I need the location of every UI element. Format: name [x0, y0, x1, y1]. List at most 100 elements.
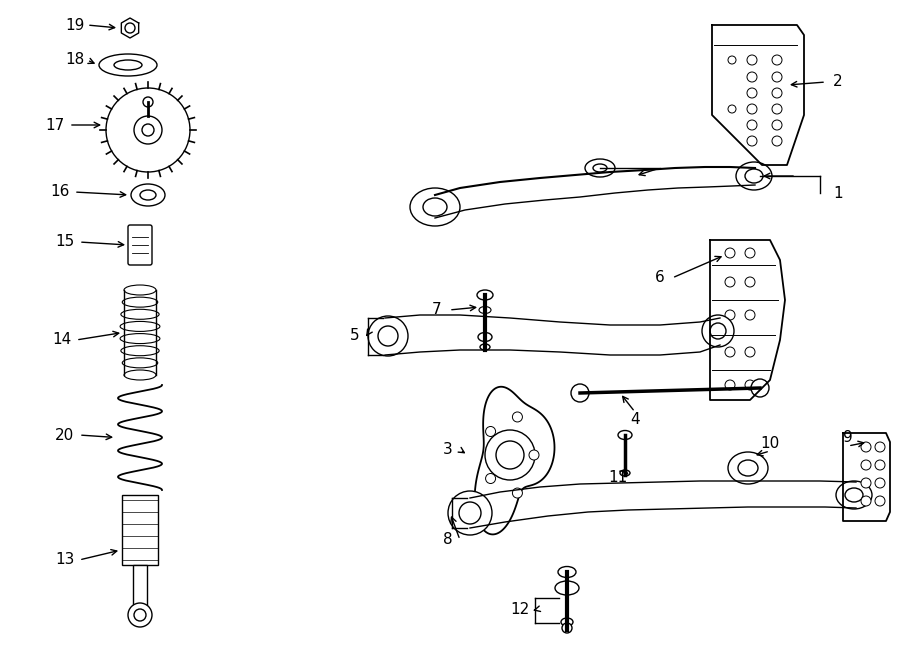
Text: 4: 4	[630, 412, 640, 428]
Circle shape	[747, 120, 757, 130]
Ellipse shape	[120, 321, 160, 331]
Circle shape	[747, 55, 757, 65]
Circle shape	[745, 310, 755, 320]
Text: 8: 8	[443, 533, 453, 547]
Circle shape	[728, 105, 736, 113]
Circle shape	[128, 603, 152, 627]
Ellipse shape	[561, 618, 573, 626]
Circle shape	[486, 473, 496, 483]
Text: 16: 16	[50, 184, 69, 200]
Circle shape	[725, 248, 735, 258]
Ellipse shape	[620, 470, 630, 476]
Circle shape	[745, 380, 755, 390]
Circle shape	[142, 124, 154, 136]
Circle shape	[875, 478, 885, 488]
Ellipse shape	[480, 344, 490, 350]
Circle shape	[745, 248, 755, 258]
Ellipse shape	[479, 307, 491, 313]
Ellipse shape	[593, 164, 607, 172]
Circle shape	[875, 442, 885, 452]
Circle shape	[134, 116, 162, 144]
Circle shape	[861, 460, 871, 470]
Ellipse shape	[99, 54, 157, 76]
Circle shape	[106, 88, 190, 172]
Circle shape	[512, 412, 522, 422]
Ellipse shape	[555, 581, 579, 595]
Ellipse shape	[478, 332, 492, 342]
Text: 11: 11	[608, 471, 627, 485]
Circle shape	[772, 72, 782, 82]
Text: 18: 18	[66, 52, 85, 67]
Ellipse shape	[114, 60, 142, 70]
Ellipse shape	[131, 184, 165, 206]
Ellipse shape	[122, 297, 158, 307]
Circle shape	[725, 347, 735, 357]
Circle shape	[747, 104, 757, 114]
Circle shape	[486, 426, 496, 436]
Circle shape	[772, 104, 782, 114]
Circle shape	[125, 23, 135, 33]
Ellipse shape	[124, 285, 156, 295]
Circle shape	[861, 442, 871, 452]
Circle shape	[496, 441, 524, 469]
Circle shape	[143, 97, 153, 107]
Circle shape	[725, 380, 735, 390]
FancyBboxPatch shape	[128, 225, 152, 265]
Circle shape	[772, 120, 782, 130]
Circle shape	[745, 277, 755, 287]
Circle shape	[378, 326, 398, 346]
Ellipse shape	[140, 190, 156, 200]
Circle shape	[875, 496, 885, 506]
Text: 5: 5	[350, 327, 360, 342]
Circle shape	[745, 347, 755, 357]
Circle shape	[875, 460, 885, 470]
Ellipse shape	[120, 334, 160, 344]
Text: 1: 1	[833, 186, 842, 200]
Circle shape	[562, 623, 572, 633]
Circle shape	[772, 136, 782, 146]
Ellipse shape	[845, 488, 863, 502]
Circle shape	[772, 88, 782, 98]
Polygon shape	[474, 387, 554, 534]
Ellipse shape	[618, 430, 632, 440]
Ellipse shape	[728, 452, 768, 484]
Ellipse shape	[410, 188, 460, 226]
Text: 14: 14	[52, 332, 72, 348]
Circle shape	[571, 384, 589, 402]
Circle shape	[134, 609, 146, 621]
Circle shape	[747, 136, 757, 146]
Ellipse shape	[836, 481, 872, 509]
Circle shape	[725, 310, 735, 320]
Circle shape	[459, 502, 481, 524]
Ellipse shape	[745, 169, 763, 183]
Circle shape	[747, 72, 757, 82]
FancyBboxPatch shape	[133, 565, 147, 610]
Text: 3: 3	[443, 442, 453, 457]
Circle shape	[368, 316, 408, 356]
Circle shape	[710, 323, 726, 339]
Text: 7: 7	[432, 303, 442, 317]
Text: 12: 12	[510, 602, 529, 617]
Circle shape	[702, 315, 734, 347]
Circle shape	[728, 56, 736, 64]
Ellipse shape	[736, 162, 772, 190]
Ellipse shape	[124, 370, 156, 380]
Ellipse shape	[423, 198, 447, 216]
Text: 6: 6	[655, 270, 665, 286]
Ellipse shape	[585, 159, 615, 177]
Ellipse shape	[122, 358, 158, 368]
Ellipse shape	[477, 290, 493, 300]
Text: 17: 17	[45, 118, 65, 132]
Ellipse shape	[121, 309, 159, 319]
Circle shape	[861, 478, 871, 488]
Circle shape	[747, 88, 757, 98]
Circle shape	[512, 488, 522, 498]
Circle shape	[861, 496, 871, 506]
Circle shape	[772, 55, 782, 65]
Text: 2: 2	[833, 75, 842, 89]
Circle shape	[751, 379, 769, 397]
Ellipse shape	[558, 566, 576, 578]
Text: 13: 13	[55, 553, 75, 568]
Circle shape	[448, 491, 492, 535]
FancyBboxPatch shape	[122, 495, 158, 565]
